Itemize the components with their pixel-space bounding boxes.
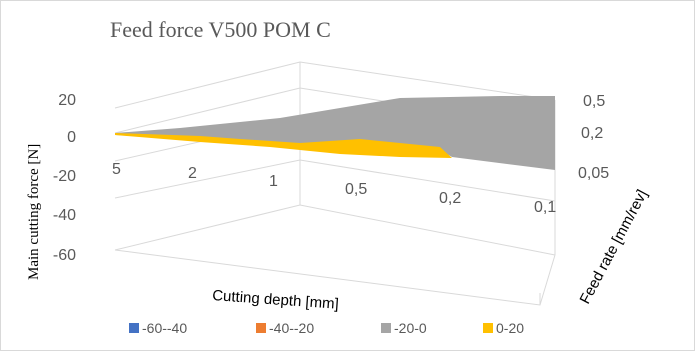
legend-swatch [256, 323, 266, 333]
z-tick: -40 [53, 207, 76, 224]
surface-positive [115, 133, 452, 158]
z-tick: 20 [58, 92, 76, 109]
legend-swatch [483, 323, 493, 333]
feed-tick: 0,5 [583, 93, 605, 110]
legend-label: 0-20 [496, 320, 524, 336]
legend-label: -40--20 [269, 320, 314, 336]
legend-label: -20-0 [394, 320, 427, 336]
depth-tick: 5 [112, 161, 121, 178]
feed-tick: 0,05 [578, 165, 609, 182]
depth-tick: 2 [188, 165, 197, 182]
cutting-depth-ticks: 5 2 1 0,5 0,2 0,1 [112, 161, 556, 216]
z-axis-label: Main cutting force [N] [26, 144, 42, 280]
legend-swatch [381, 323, 391, 333]
legend: -60--40 -40--20 -20-0 0-20 [129, 320, 524, 336]
legend-label: -60--40 [142, 320, 187, 336]
depth-tick: 1 [269, 173, 278, 190]
legend-swatch [129, 323, 139, 333]
feed-tick: 0,2 [581, 125, 603, 142]
z-tick: 0 [67, 129, 76, 146]
z-tick: -60 [53, 247, 76, 264]
z-axis-ticks: 20 0 -20 -40 -60 [53, 92, 76, 264]
chart-title: Feed force V500 POM C [110, 17, 331, 42]
depth-tick: 0,2 [439, 190, 461, 207]
z-tick: -20 [53, 168, 76, 185]
surface [115, 96, 555, 170]
surface-negative [115, 96, 555, 170]
depth-tick: 0,1 [534, 199, 556, 216]
depth-tick: 0,5 [345, 181, 367, 198]
feed-rate-ticks: 0,5 0,2 0,05 [578, 93, 609, 182]
